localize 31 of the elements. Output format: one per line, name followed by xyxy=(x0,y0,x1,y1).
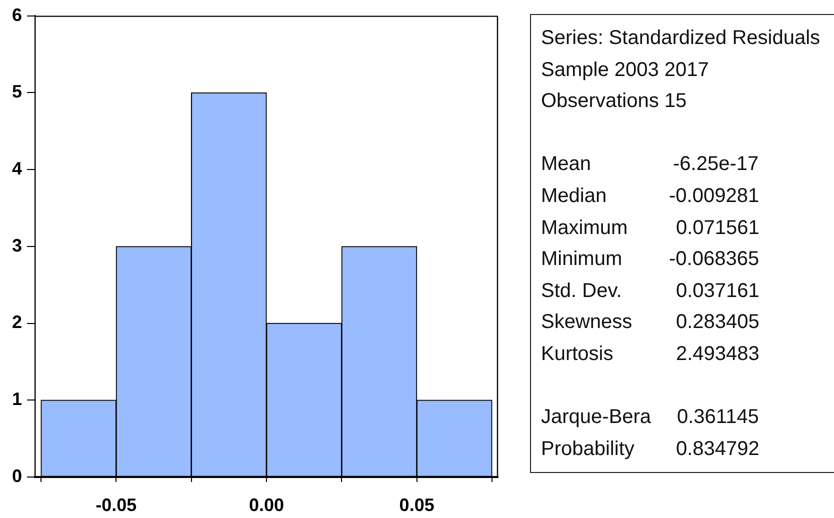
category-label: Median xyxy=(541,184,607,208)
text: Sample 2003 2017 xyxy=(541,58,709,82)
data-label: -0.009281 xyxy=(669,184,760,208)
y-tick-label: 2 xyxy=(12,312,22,332)
category-label: Minimum xyxy=(541,247,622,272)
data-label: 0.037161 xyxy=(676,278,760,303)
x-tick-label: 0.00 xyxy=(248,494,284,515)
y-tick-label: 4 xyxy=(12,158,22,178)
category-label: Maximum xyxy=(541,216,628,240)
category-label: Skewness xyxy=(541,310,632,334)
y-tick-label: 5 xyxy=(12,82,22,102)
data-label: -0.068365 xyxy=(669,247,760,272)
data-label: -6.25e-17 xyxy=(673,152,759,176)
text: Observations 15 xyxy=(541,89,687,114)
y-tick-label: 0 xyxy=(12,466,22,486)
data-label: 0.071561 xyxy=(676,216,760,240)
category-label: Kurtosis xyxy=(541,342,614,366)
data-label: 0.834792 xyxy=(676,436,760,461)
y-tick-label: 3 xyxy=(12,235,22,256)
data-label: 0.283405 xyxy=(676,310,760,334)
x-tick-label: -0.05 xyxy=(96,494,137,515)
category-label: Jarque-Bera xyxy=(541,405,652,430)
category-label: Std. Dev. xyxy=(541,278,622,303)
y-tick-label: 6 xyxy=(12,4,22,25)
x-tick-label: 0.05 xyxy=(399,494,434,515)
category-label: Probability xyxy=(541,436,634,461)
text: Series: Standardized Residuals xyxy=(541,26,820,50)
data-label: 2.493483 xyxy=(676,342,760,366)
category-label: Mean xyxy=(541,152,592,176)
data-label: 0.361145 xyxy=(677,405,759,430)
y-tick-label: 1 xyxy=(12,389,22,410)
